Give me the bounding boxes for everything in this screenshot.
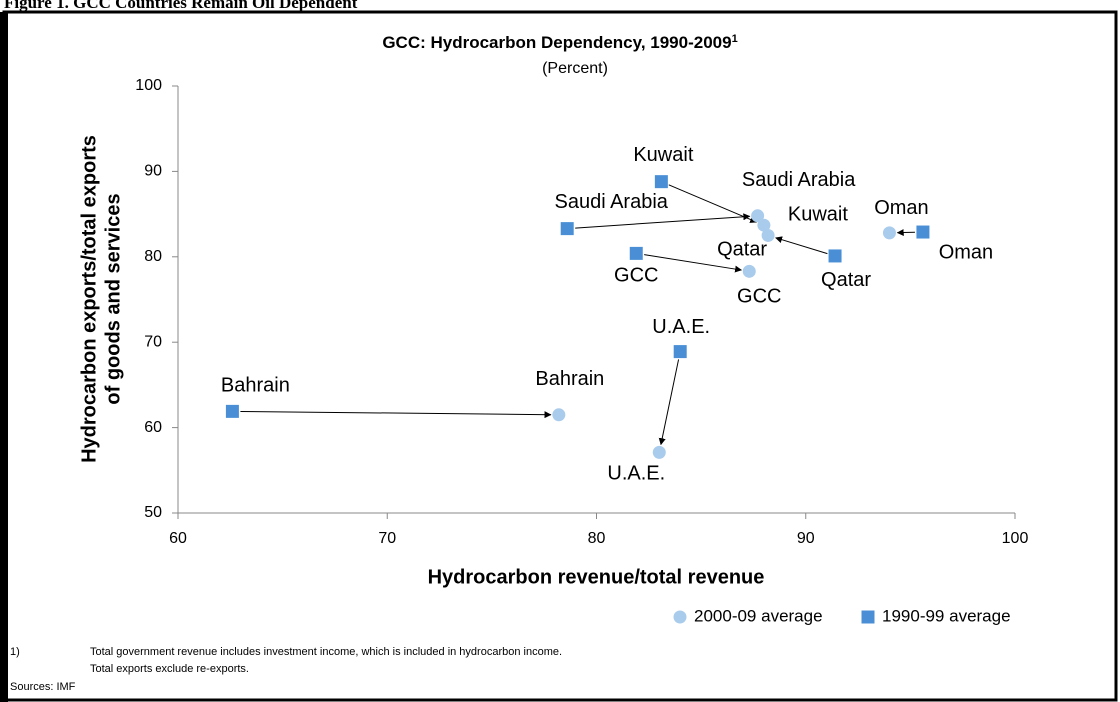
point-label: U.A.E. xyxy=(652,316,710,338)
x-axis-title: Hydrocarbon revenue/total revenue xyxy=(428,566,765,588)
x-tick-label: 100 xyxy=(1002,530,1029,547)
arrow xyxy=(240,410,552,419)
point-label: Oman xyxy=(939,241,993,263)
title-note: 1 xyxy=(732,33,738,45)
y-tick-label: 70 xyxy=(144,333,162,350)
x-tick-label: 90 xyxy=(797,530,815,547)
point xyxy=(882,226,896,240)
point xyxy=(652,445,666,459)
y-tick-label: 50 xyxy=(144,504,162,521)
y-tick-label: 100 xyxy=(135,77,162,94)
point-label: U.A.E. xyxy=(607,463,665,485)
point-label: Bahrain xyxy=(535,368,604,390)
point xyxy=(757,218,771,232)
point xyxy=(742,264,756,278)
point xyxy=(761,228,775,242)
point xyxy=(629,246,643,260)
y-tick-label: 90 xyxy=(144,163,162,180)
arrow xyxy=(668,184,758,223)
frame xyxy=(2,10,1118,702)
arrow xyxy=(658,359,680,446)
point xyxy=(828,249,842,263)
point-label: GCC xyxy=(614,265,658,287)
point-label: GCC xyxy=(737,286,781,308)
y-tick-label: 80 xyxy=(144,248,162,265)
point-label: Bahrain xyxy=(221,375,290,397)
y-axis-title: Hydrocarbon exports/total exports xyxy=(78,135,100,463)
frame-edge xyxy=(0,12,8,702)
point xyxy=(673,345,687,359)
sources: Sources: IMF xyxy=(10,681,76,693)
point xyxy=(654,175,668,189)
point xyxy=(552,408,566,422)
legend-label: 2000-09 average xyxy=(694,606,823,625)
point-label: Saudi Arabia xyxy=(742,169,856,191)
x-tick-label: 70 xyxy=(378,530,396,547)
footnote-marker: 1) xyxy=(10,646,20,658)
point-label: Kuwait xyxy=(788,203,848,225)
y-tick-label: 60 xyxy=(144,419,162,436)
chart-subtitle: (Percent) xyxy=(542,60,608,77)
legend-marker xyxy=(673,610,687,624)
title-text: GCC: Hydrocarbon Dependency, 1990-2009 xyxy=(382,33,731,52)
point-label: Oman xyxy=(874,197,928,219)
x-tick-label: 60 xyxy=(169,530,187,547)
point-label: Qatar xyxy=(821,269,871,291)
arrow xyxy=(775,236,828,255)
point-label: Kuwait xyxy=(633,144,693,166)
footnote: Total government revenue includes invest… xyxy=(90,646,562,658)
arrow xyxy=(644,254,743,273)
chart-title: GCC: Hydrocarbon Dependency, 1990-20091 xyxy=(382,33,737,53)
point xyxy=(225,404,239,418)
point xyxy=(751,209,765,223)
point-label: Qatar xyxy=(717,239,767,261)
legend-label: 1990-99 average xyxy=(882,606,1011,625)
point-label: Saudi Arabia xyxy=(554,191,668,213)
y-axis-title: of goods and services xyxy=(102,193,124,404)
arrow xyxy=(575,213,751,229)
footnote: Total exports exclude re-exports. xyxy=(90,663,249,675)
x-tick-label: 80 xyxy=(588,530,606,547)
point xyxy=(560,222,574,236)
legend-marker xyxy=(861,610,875,624)
figure-header: Figure 1. GCC Countries Remain Oil Depen… xyxy=(4,0,358,12)
point xyxy=(916,225,930,239)
